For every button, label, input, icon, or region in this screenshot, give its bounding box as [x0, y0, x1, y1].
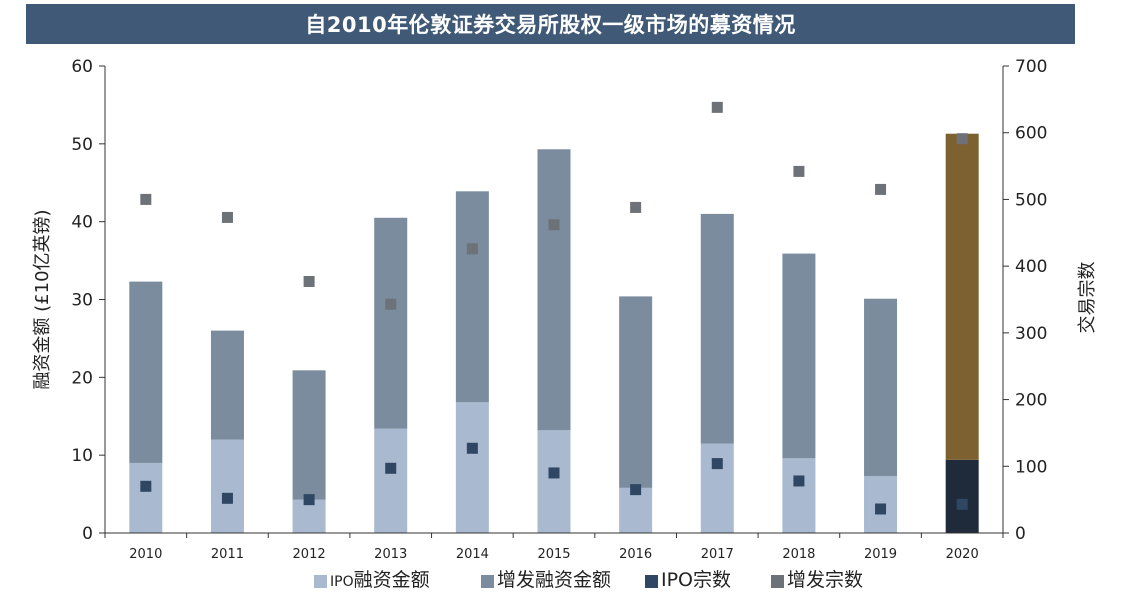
marker-ipo-count-2017: [711, 458, 723, 470]
x-tick-label: 2018: [782, 547, 815, 562]
x-tick-label: 2015: [537, 547, 570, 562]
bar-secondary-amount-2019: [864, 298, 898, 477]
x-tick-label: 2013: [374, 547, 407, 562]
marker-ipo-count-2019: [875, 503, 887, 515]
marker-secondary-count-2017: [711, 101, 723, 113]
left-axis-title: 融资金额 (£10亿英镑): [32, 209, 53, 389]
legend-label-2: 增发融资金额: [497, 569, 611, 591]
bar-secondary-amount-2014: [455, 191, 489, 403]
marker-secondary-count-2011: [221, 211, 233, 223]
marker-secondary-count-2016: [630, 201, 642, 213]
right-tick-label: 0: [1015, 524, 1026, 544]
legend-label-4: 增发宗数: [787, 569, 863, 591]
left-tick-label: 50: [71, 135, 93, 155]
x-tick-label: 2016: [619, 547, 652, 562]
right-tick-label: 400: [1015, 257, 1047, 277]
right-tick-label: 500: [1015, 190, 1047, 210]
marker-ipo-count-2020: [956, 498, 968, 510]
legend-label-text: IPO宗数: [661, 569, 731, 591]
bar-ipo-amount-2017: [700, 443, 734, 533]
bar-secondary-amount-2013: [374, 217, 408, 429]
marker-secondary-count-2014: [466, 243, 478, 255]
legend-label-text: 融资金额: [354, 569, 430, 591]
marker-ipo-count-2015: [548, 467, 560, 479]
x-tick-label: 2011: [211, 547, 244, 562]
right-tick-label: 100: [1015, 457, 1047, 477]
marker-secondary-count-2019: [875, 183, 887, 195]
legend-label-3: IPO宗数: [661, 569, 731, 591]
x-tick-label: 2010: [129, 547, 162, 562]
bar-secondary-amount-2011: [210, 330, 244, 440]
bar-secondary-amount-2012: [292, 370, 326, 500]
bars-group: [129, 133, 979, 533]
right-axis-title: 交易宗数: [1077, 262, 1098, 334]
bar-ipo-amount-2014: [455, 402, 489, 533]
marker-secondary-count-2012: [303, 275, 315, 287]
bar-ipo-amount-2018: [782, 458, 816, 533]
left-tick-label: 10: [71, 446, 93, 466]
markers-group: [140, 101, 968, 515]
chart-title-bar: 自2010年伦敦证券交易所股权一级市场的募资情况: [26, 4, 1075, 44]
marker-secondary-count-2010: [140, 193, 152, 205]
marker-ipo-count-2014: [466, 442, 478, 454]
x-tick-label: 2017: [701, 547, 734, 562]
marker-ipo-count-2010: [140, 480, 152, 492]
right-tick-label: 700: [1015, 57, 1047, 77]
left-tick-label: 20: [71, 368, 93, 388]
bar-secondary-amount-2010: [129, 281, 163, 463]
x-tick-label: 2020: [946, 547, 979, 562]
legend-swatch-2: [481, 575, 494, 588]
marker-ipo-count-2018: [793, 475, 805, 487]
right-tick-label: 300: [1015, 324, 1047, 344]
legend-label-text: 增发融资金额: [497, 569, 611, 591]
legend-group: IPO融资金额 增发融资金额 IPO宗数 增发宗数: [314, 569, 863, 591]
legend-swatch-4: [771, 575, 784, 588]
bar-secondary-amount-2020: [945, 133, 979, 460]
legend-swatch-1: [314, 575, 327, 588]
bar-secondary-amount-2016: [619, 296, 653, 488]
left-tick-label: 40: [71, 213, 93, 233]
right-tick-label: 200: [1015, 391, 1047, 411]
bar-ipo-amount-2020: [945, 459, 979, 533]
chart-title: 自2010年伦敦证券交易所股权一级市场的募资情况: [305, 13, 796, 37]
right-tick-label: 600: [1015, 124, 1047, 144]
bar-secondary-amount-2015: [537, 149, 571, 431]
marker-ipo-count-2013: [385, 462, 397, 474]
legend-label-1: IPO融资金额: [330, 569, 430, 591]
bar-secondary-amount-2018: [782, 253, 816, 459]
marker-secondary-count-2013: [385, 298, 397, 310]
bar-ipo-amount-2015: [537, 430, 571, 533]
legend-label-text: 增发宗数: [787, 569, 863, 591]
marker-secondary-count-2018: [793, 165, 805, 177]
bar-ipo-amount-2016: [619, 487, 653, 533]
left-tick-label: 0: [82, 524, 93, 544]
legend-swatch-3: [645, 575, 658, 588]
marker-ipo-count-2016: [630, 484, 642, 496]
legend-label-prefix: IPO: [330, 574, 354, 590]
bar-ipo-amount-2013: [374, 428, 408, 533]
x-tick-label: 2019: [864, 547, 897, 562]
marker-ipo-count-2012: [303, 494, 315, 506]
x-tick-label: 2012: [293, 547, 326, 562]
left-tick-label: 30: [71, 291, 93, 311]
left-tick-label: 60: [71, 57, 93, 77]
marker-ipo-count-2011: [221, 492, 233, 504]
bar-ipo-amount-2010: [129, 462, 163, 533]
bar-ipo-amount-2011: [210, 439, 244, 533]
marker-secondary-count-2020: [956, 133, 968, 145]
x-tick-label: 2014: [456, 547, 489, 562]
bar-secondary-amount-2017: [700, 213, 734, 444]
marker-secondary-count-2015: [548, 219, 560, 231]
